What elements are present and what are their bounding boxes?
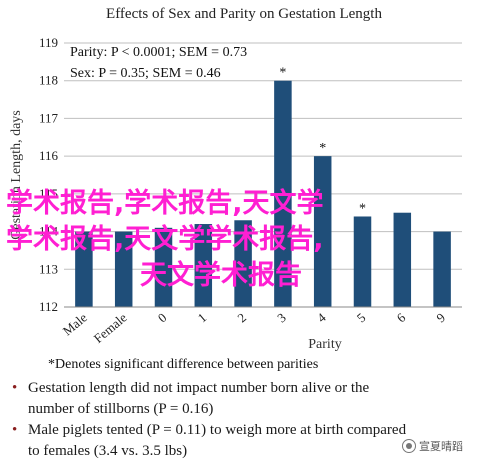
significance-star: * xyxy=(279,66,286,81)
stat-annotation-parity: Parity: P < 0.0001; SEM = 0.73 xyxy=(70,45,247,60)
x-tick-label: 4 xyxy=(314,309,329,325)
bar xyxy=(313,156,332,307)
y-tick-label: 116 xyxy=(39,148,59,163)
watermark-line: 学术报告,学术报告,天文学 xyxy=(6,187,324,219)
watermark-line: 学术报告,天文学学术报告, xyxy=(6,223,324,255)
y-tick-label: 113 xyxy=(39,261,58,276)
bar xyxy=(154,227,173,307)
bullet-list: Gestation length did not impact number b… xyxy=(6,378,486,462)
bar xyxy=(274,80,292,307)
bar xyxy=(234,220,252,307)
source-badge-text: 宣夏晴蹈 xyxy=(419,440,463,453)
x-tick-label: 5 xyxy=(354,310,369,326)
chart-title: Effects of Sex and Parity on Gestation L… xyxy=(106,6,382,22)
bullet-line: number of stillborns (P = 0.16) xyxy=(28,401,214,417)
x-tick-label: 3 xyxy=(274,310,289,326)
bar xyxy=(75,231,93,307)
y-axis-title: Gestation Length, days xyxy=(9,110,24,239)
y-tick-label: 118 xyxy=(39,73,58,88)
x-tick-label: Male xyxy=(60,310,90,339)
x-tick-labels: Male Female 0 1 2 3 4 5 6 9 xyxy=(60,309,448,345)
x-tick-label: 1 xyxy=(195,310,210,326)
bar xyxy=(393,212,412,307)
source-badge: 宣夏晴蹈 xyxy=(402,438,463,454)
bullet-line: Gestation length did not impact number b… xyxy=(28,380,370,396)
footnote: *Denotes significant difference between … xyxy=(48,357,318,372)
y-tick-labels: 112 113 114 115 116 117 118 119 xyxy=(39,35,59,314)
x-tick-label: 2 xyxy=(234,310,249,326)
x-tick-label: 6 xyxy=(394,309,409,325)
y-tick-label: 115 xyxy=(39,186,58,201)
bullet-line: to females (3.4 vs. 3.5 lbs) xyxy=(28,443,188,459)
x-tick-label: 9 xyxy=(433,310,448,326)
stat-annotation-sex: Sex: P = 0.35; SEM = 0.46 xyxy=(70,66,221,81)
wechat-icon xyxy=(402,439,416,453)
significance-star: * xyxy=(319,141,326,156)
watermark-overlay: 学术报告,学术报告,天文学学术报告,天文学学术报告, 天文学术报告 xyxy=(6,187,324,291)
bar xyxy=(114,231,133,307)
bar xyxy=(433,231,451,307)
bar xyxy=(194,224,213,307)
significance-stars: * * * xyxy=(279,66,366,217)
y-tick-label: 119 xyxy=(39,35,58,50)
x-tick-label: Female xyxy=(91,310,130,346)
y-tick-label: 114 xyxy=(39,224,59,239)
y-tick-label: 112 xyxy=(39,299,58,314)
x-axis-title: Parity xyxy=(308,337,341,352)
bullet-item: Male piglets tented (P = 0.11) to weigh … xyxy=(6,420,486,462)
bullet-item: Gestation length did not impact number b… xyxy=(6,378,486,420)
bar xyxy=(353,216,372,307)
y-tick-label: 117 xyxy=(39,110,59,125)
bars xyxy=(75,80,451,307)
bullet-line: Male piglets tented (P = 0.11) to weigh … xyxy=(28,422,407,438)
watermark-line: 天文学术报告 xyxy=(140,259,302,291)
x-tick-label: 0 xyxy=(155,310,170,326)
significance-star: * xyxy=(359,201,366,216)
